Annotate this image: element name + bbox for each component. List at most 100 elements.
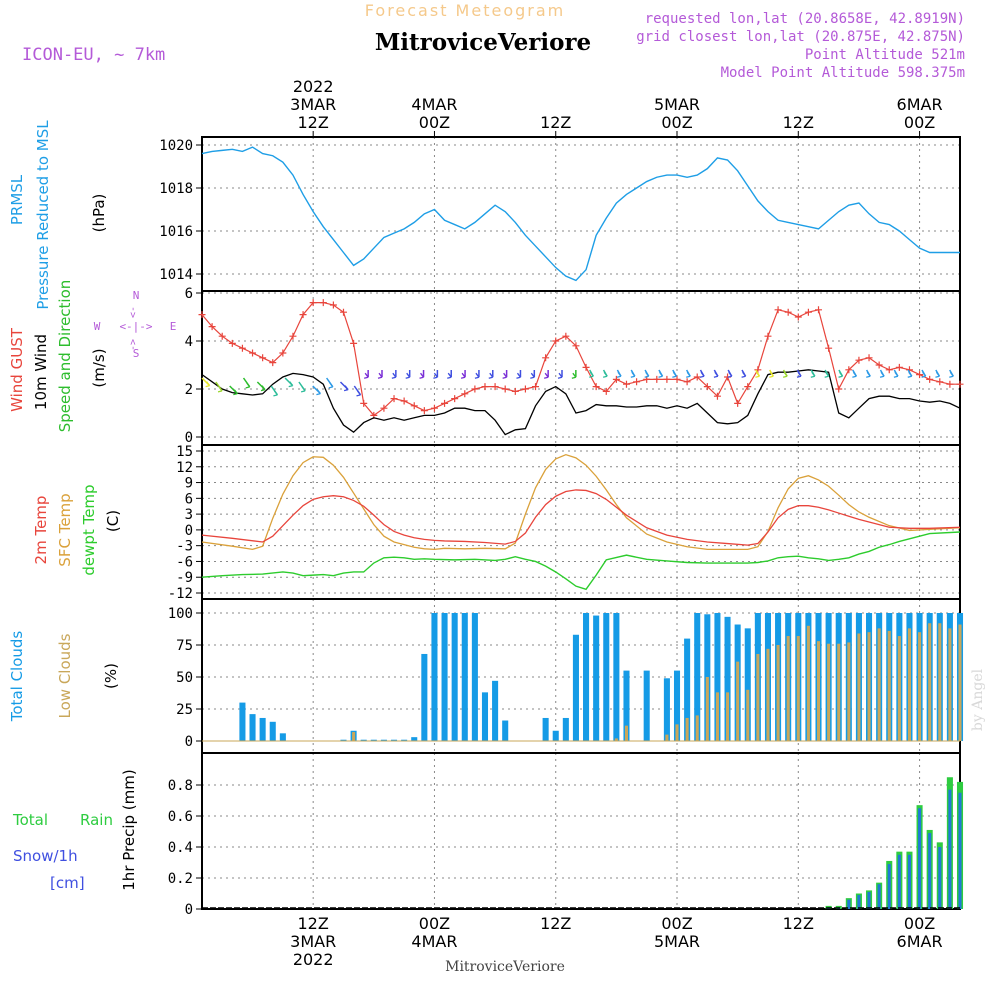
direction-arrow-head xyxy=(474,372,480,379)
bottom-tick-label: 3MAR xyxy=(290,932,336,951)
gust-point xyxy=(683,378,691,386)
gust-point xyxy=(582,363,590,371)
bottom-tick-label: 12Z xyxy=(540,914,571,933)
gust-point xyxy=(936,378,944,386)
clouds-ytick-label: 50 xyxy=(176,670,193,686)
top-tick-label: 12Z xyxy=(540,113,571,132)
direction-arrow-head xyxy=(543,372,549,379)
total-cloud-bar xyxy=(643,670,650,741)
low-cloud-bar xyxy=(715,692,719,741)
compass-w: W xyxy=(94,320,101,333)
total-cloud-bar xyxy=(623,670,630,741)
direction-arrow-head xyxy=(658,371,664,378)
gust-point xyxy=(471,385,479,393)
direction-arrow-head xyxy=(502,372,508,379)
top-tick-label: 5MAR xyxy=(654,95,700,114)
compass-s: S xyxy=(133,347,140,360)
total-cloud-bar xyxy=(269,721,276,741)
low-cloud-bar xyxy=(756,653,760,741)
precip-ytick-label: 0.2 xyxy=(168,871,193,887)
direction-arrow-head xyxy=(630,371,636,378)
clouds-ytick-label: 0 xyxy=(185,734,193,750)
rain-precip-bar xyxy=(867,891,871,909)
rain-precip-bar xyxy=(847,899,851,909)
credit-watermark: by Angel xyxy=(970,668,986,731)
low-cloud-bar xyxy=(958,624,962,741)
direction-arrow-head xyxy=(419,372,425,379)
direction-arrow-head xyxy=(810,371,816,378)
gust-point xyxy=(855,356,863,364)
gust-point xyxy=(532,383,540,391)
precip-frame xyxy=(201,752,961,910)
temperature-ytick-label: 15 xyxy=(176,444,193,460)
gust-point xyxy=(380,404,388,412)
gust-point xyxy=(329,301,337,309)
celsius-label: (C) xyxy=(104,510,122,532)
gust-point xyxy=(784,308,792,316)
direction-arrow-head xyxy=(245,382,251,389)
direction-arrow-head xyxy=(516,372,521,379)
direction-arrow-head xyxy=(907,371,913,378)
pressure-frame xyxy=(201,136,961,292)
pressure-label: Pressure Reduced to MSL xyxy=(34,120,52,310)
direction-arrow-head xyxy=(571,372,577,379)
rain-precip-bar xyxy=(907,854,911,909)
gust-point xyxy=(400,397,408,405)
compass-n: N xyxy=(133,289,140,302)
total-cloud-bar xyxy=(461,613,468,741)
precip-bars xyxy=(202,777,964,909)
low-cloud-bar xyxy=(887,630,891,741)
low-clouds-label: Low Clouds xyxy=(56,633,74,718)
gust-point xyxy=(713,392,721,400)
top-tick-label: 00Z xyxy=(904,113,935,132)
total-cloud-bar xyxy=(542,717,549,741)
total-cloud-bar xyxy=(390,739,398,741)
total-cloud-bar xyxy=(370,739,377,741)
direction-arrow-head xyxy=(300,386,306,393)
gust-point xyxy=(845,366,853,374)
total-cloud-bar xyxy=(481,692,489,741)
speed-direction-label: Speed and Direction xyxy=(56,280,74,433)
direction-arrow-head xyxy=(699,371,705,378)
direction-arrow-head xyxy=(713,371,719,378)
temperature-ytick-label: 9 xyxy=(185,476,193,492)
rain-precip-bar xyxy=(877,884,881,909)
total-cloud-bar xyxy=(613,613,620,741)
gust-point xyxy=(663,375,671,383)
rain-precip-bar xyxy=(938,847,942,909)
direction-arrow-head xyxy=(782,371,788,378)
total-clouds-label: Total Clouds xyxy=(8,631,26,723)
wind-gust-label: Wind GUST xyxy=(8,327,26,412)
clouds-ytick-label: 100 xyxy=(168,606,193,622)
low-cloud-bar xyxy=(847,642,851,741)
wind-10m-label: 10m Wind xyxy=(32,334,50,410)
gust-point xyxy=(774,306,782,314)
total-cloud-bar xyxy=(239,702,246,741)
total-cloud-bar xyxy=(694,613,701,741)
gust-point xyxy=(916,371,924,379)
direction-arrow-head xyxy=(316,389,321,396)
direction-arrow-head xyxy=(879,371,885,378)
gust-point xyxy=(542,354,550,362)
bottom-tick-label: 00Z xyxy=(419,914,450,933)
temp-dewpt-label: dewpt Temp xyxy=(80,484,98,575)
gust-point xyxy=(562,332,570,340)
low-cloud-bar xyxy=(907,628,911,741)
total-cloud-bar xyxy=(684,638,691,741)
low-cloud-bar xyxy=(675,724,679,741)
temp-sfc-label: SFC Temp xyxy=(56,493,74,566)
gust-point xyxy=(865,354,873,362)
total-cloud-bar xyxy=(380,739,387,741)
low-cloud-bar xyxy=(685,717,689,741)
dewpt-temp-line xyxy=(201,531,961,591)
precip-mm-label: 1hr Precip (mm) xyxy=(120,769,138,890)
low-cloud-bar xyxy=(614,738,618,741)
direction-arrow-head xyxy=(755,371,760,378)
wind-direction-arrows xyxy=(201,369,954,397)
bottom-tick-label: 5MAR xyxy=(654,932,700,951)
gust-point xyxy=(825,344,833,352)
gust-point xyxy=(289,332,297,340)
wind-ytick-label: 6 xyxy=(185,286,193,302)
direction-arrow-head xyxy=(488,372,494,379)
